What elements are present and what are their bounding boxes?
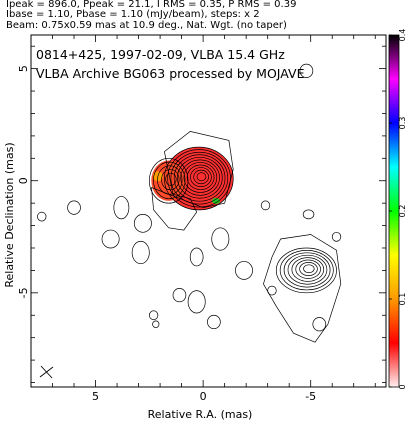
contour-island: [267, 285, 277, 296]
contour-level: [177, 156, 223, 199]
contour-envelope: [151, 131, 234, 231]
contour-level: [196, 172, 207, 182]
contour-island: [302, 209, 315, 220]
contour-island: [152, 320, 160, 328]
contour-level: [164, 146, 234, 211]
contour-level: [193, 169, 209, 185]
contour-level: [291, 257, 325, 282]
x-tick-label: -5: [305, 390, 316, 403]
y-tick-label: -5: [17, 287, 30, 298]
contour-level: [299, 262, 318, 276]
plot-frame: [30, 34, 387, 388]
contour-level: [173, 154, 226, 202]
contour-level: [190, 167, 212, 188]
colorbar-tick-label: 0.1: [398, 293, 407, 306]
map-title-line2: VLBA Archive BG063 processed by MOJAVE: [36, 66, 305, 81]
contour-level: [279, 250, 334, 291]
colorbar: 0 0.1 0.2 0.3 0.4: [388, 29, 407, 390]
contour-level: [275, 247, 337, 294]
contour-layer: [37, 63, 342, 379]
contour-island: [131, 240, 150, 265]
colorbar-tick-label: 0.3: [398, 117, 407, 130]
contour-level: [186, 164, 215, 190]
header-line-beam: Beam: 0.75x0.59 mas at 10.9 deg., Nat. W…: [6, 19, 287, 31]
contour-island: [312, 317, 327, 332]
contour-level: [161, 169, 180, 191]
contour-island: [67, 200, 81, 215]
contour-level: [180, 159, 220, 196]
contour-level: [303, 264, 315, 274]
contour-island: [189, 247, 204, 267]
contour-island: [172, 288, 187, 303]
contour-island: [148, 310, 159, 321]
map-title-line1: 0814+425, 1997-02-09, VLBA 15.4 GHz: [36, 47, 285, 62]
contour-level: [148, 157, 189, 204]
contour-level: [283, 252, 331, 288]
contour-envelope: [263, 234, 342, 343]
map-axes: 5 0 -5 5 0 -5: [17, 34, 387, 403]
y-tick-label: 0: [17, 177, 30, 184]
contour-island: [235, 261, 253, 280]
contour-level: [153, 161, 186, 200]
colorbar-tick-label: 0.2: [398, 205, 407, 218]
x-tick-label: 5: [92, 390, 99, 403]
beam-marker: [40, 365, 53, 379]
contour-level: [183, 162, 218, 193]
header-line-peak: Ipeak = 896.0, Ppeak = 21.1, I RMS = 0.3…: [6, 0, 297, 10]
contour-island: [113, 196, 130, 220]
y-axis-label: Relative Declination (mas): [3, 142, 16, 287]
colorbar-tick-label: 0.4: [398, 29, 407, 42]
contour-level: [295, 259, 321, 279]
map-header: Ipeak = 896.0, Ppeak = 21.1, I RMS = 0.3…: [6, 0, 406, 31]
contour-island: [133, 214, 152, 233]
emission-hotspot-fill: [212, 197, 221, 204]
contour-island: [211, 227, 230, 251]
contour-island: [207, 314, 221, 330]
contour-island: [260, 200, 271, 211]
contour-level: [170, 151, 229, 205]
x-axis-label: Relative R.A. (mas): [148, 408, 253, 421]
contour-level: [287, 254, 328, 285]
contour-level: [167, 149, 231, 208]
contour-island: [299, 63, 314, 78]
contour-island: [187, 290, 206, 314]
contour-island: [101, 229, 120, 249]
contour-island: [37, 211, 47, 222]
contour-island: [331, 231, 342, 242]
header-line-base: Ibase = 1.10, Pbase = 1.10 (mJy/beam), s…: [6, 9, 260, 21]
x-tick-label: 0: [200, 390, 207, 403]
y-tick-label: 5: [17, 65, 30, 72]
colorbar-tick-label: 0: [398, 384, 407, 389]
